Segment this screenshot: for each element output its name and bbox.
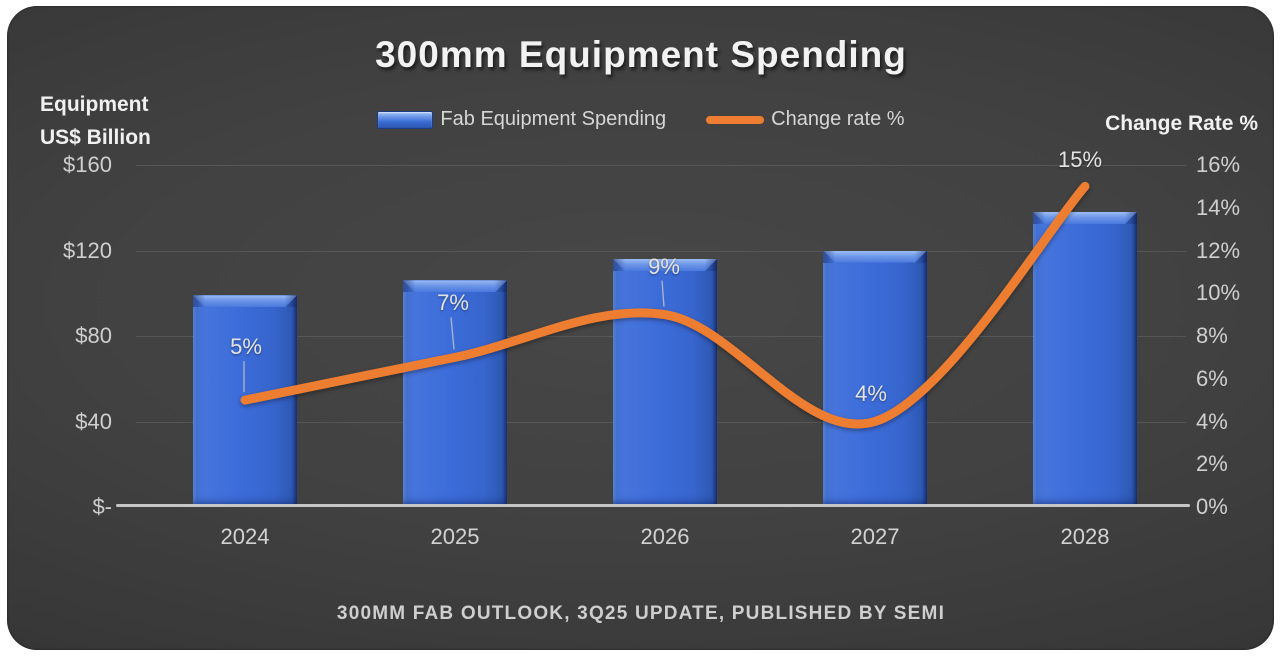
line-data-label-9%: 9% [648, 253, 680, 279]
legend-item-fab-equipment-spending: Fab Equipment Spending [377, 108, 666, 131]
line-data-label-15%: 15% [1057, 147, 1103, 173]
line-legend-swatch-icon [706, 115, 765, 124]
right-axis-tick: 4% [1196, 408, 1228, 434]
left-axis-tick: $120 [63, 237, 112, 263]
gridline [136, 250, 1186, 252]
legend-label: Fab Equipment Spending [440, 108, 667, 130]
bar-legend-swatch-icon [377, 110, 434, 129]
bar-2026 [613, 259, 717, 507]
x-axis-label-2026: 2026 [640, 524, 690, 549]
line-data-label-4%: 4% [855, 380, 887, 406]
x-axis-label-2025: 2025 [430, 524, 480, 549]
left-axis-title-line2: US$ Billion [40, 126, 151, 149]
right-axis-tick: 10% [1196, 280, 1241, 306]
legend: Fab Equipment Spending Change rate % [0, 108, 1282, 131]
x-axis-label-2024: 2024 [220, 524, 270, 549]
right-axis-tick: 8% [1196, 323, 1228, 348]
bar-2028 [1033, 212, 1137, 507]
right-axis-tick: 0% [1196, 494, 1228, 519]
left-axis-tick: $160 [63, 152, 112, 177]
source-caption: 300MM FAB OUTLOOK, 3Q25 UPDATE, PUBLISHE… [336, 603, 946, 624]
left-axis-tick: $- [92, 494, 112, 519]
x-axis-label-2027: 2027 [850, 524, 900, 549]
bar-2024 [193, 295, 297, 507]
bar-2027 [823, 250, 927, 507]
chart-title: 300mm Equipment Spending [375, 34, 907, 75]
gridline [136, 165, 1186, 166]
left-axis-tick: $40 [75, 408, 112, 434]
right-axis-tick: 2% [1196, 451, 1228, 477]
line-data-label-7%: 7% [437, 290, 469, 316]
right-axis-tick: 14% [1196, 194, 1241, 220]
x-axis-line [116, 504, 1190, 507]
left-axis-tick: $80 [75, 323, 112, 348]
legend-item-change-rate: Change rate % [706, 108, 905, 131]
right-axis-tick: 16% [1196, 152, 1241, 177]
x-axis-label-2028: 2028 [1060, 524, 1110, 549]
legend-label: Change rate % [771, 108, 905, 130]
right-axis-tick: 6% [1196, 365, 1228, 391]
left-axis-title: Equipment US$ Billion [40, 88, 151, 154]
left-axis-title-line1: Equipment [40, 93, 149, 116]
right-axis-tick: 12% [1196, 237, 1241, 263]
line-data-label-5%: 5% [230, 334, 262, 360]
right-axis-title: Change Rate % [1105, 112, 1258, 135]
